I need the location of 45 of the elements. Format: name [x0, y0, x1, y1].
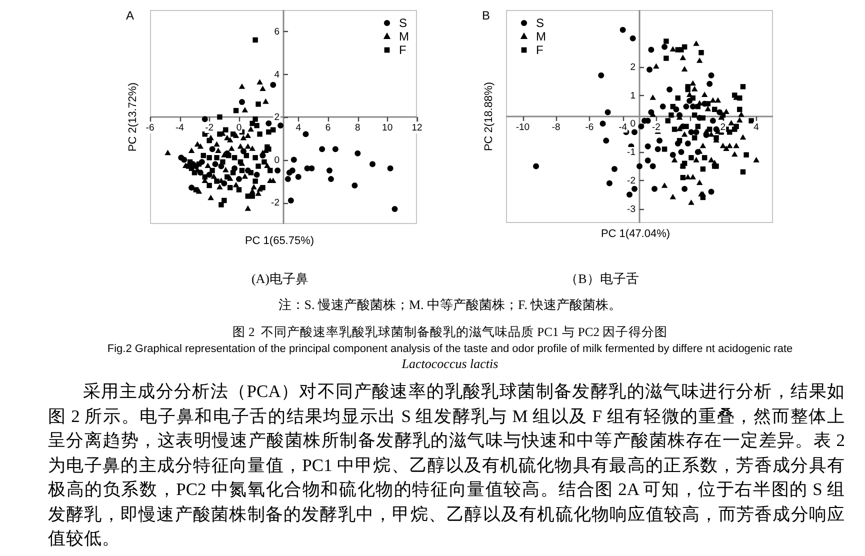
y-tick-label: 1 — [630, 90, 636, 102]
x-tick-label: 4 — [754, 122, 759, 133]
text: 采用主成分分析法（PCA）对不同产酸速率的乳酸乳球菌制备发酵乳的滋气味进行分析，结果如图 2 所示。电子鼻和电子舌的结果均显示出 S 组发酵乳与 M 组以及 F 组有轻微的重叠，然而整体上呈分离趋势，这表明慢速产酸菌株所制备发酵乳的滋气味与快速和中等产酸菌株存在一定差异。表 2 为电子鼻的主成分特征向量值，PC1 中甲烷、乙醇以及有机硫化物具有最高的正系数，芳香成分具有极高的负系数，PC2 中氮氧化合物和硫化物的特征向量值较高。结合图 2A 可知，位于右半图的 S 组发酵乳，即慢速产酸菌株制备的发酵乳中，甲烷、乙醇以及有机硫化物响应值较高，而芳香成分响应值较低。 — [48, 380, 845, 550]
y-tick-label: -2 — [627, 176, 636, 187]
x-tick-label: 8 — [355, 122, 360, 134]
y-tick-label: 0 — [274, 154, 280, 166]
text: Lactococcus lactis — [400, 356, 500, 371]
chart-title: A — [126, 8, 134, 22]
x-tick-label: -6 — [585, 122, 594, 133]
y-tick-label: 2 — [630, 62, 636, 73]
x-tick-label: 12 — [412, 122, 422, 134]
legend-label: M — [536, 29, 546, 44]
y-tick-label: -3 — [627, 204, 636, 215]
y-axis-title: PC 2(13.72%) — [127, 82, 140, 152]
y-tick-label: -2 — [271, 198, 280, 209]
text: （B）电子舌 — [564, 270, 640, 288]
x-tick-label: -6 — [146, 122, 154, 134]
x-tick-label: -2 — [652, 122, 660, 133]
caption: 图 2 不同产酸速率乳酸乳球菌制备酸乳的滋气味品质 PC1 与 PC2 因子得分图 — [231, 324, 669, 341]
legend-label: S — [399, 16, 408, 30]
legend-label: M — [399, 29, 409, 44]
x-tick-label: -2 — [205, 122, 214, 134]
x-tick-label: 0 — [236, 122, 242, 134]
x-tick-label: -8 — [552, 122, 560, 133]
caption: Fig.2 Graphical representation of the principal component analysis of the taste and odor profile of milk fermented by differe nt acidogenic rate — [106, 342, 794, 356]
x-axis-title: PC 1(47.04%) — [600, 228, 670, 240]
x-tick-label: -4 — [618, 122, 628, 133]
x-tick-label: -4 — [175, 122, 184, 134]
y-axis-title: PC 2(18.88%) — [483, 82, 496, 152]
x-tick-label: 2 — [720, 122, 726, 133]
y-tick-label: -1 — [627, 147, 636, 158]
y-tick-label: 6 — [274, 26, 280, 38]
y-tick-label: 4 — [274, 69, 280, 80]
chart-title: B — [482, 8, 490, 22]
x-axis-title: PC 1(65.75%) — [244, 235, 314, 248]
x-tick-label: 6 — [325, 122, 331, 134]
x-tick-label: 4 — [296, 122, 301, 134]
legend-label: S — [536, 16, 544, 30]
text: 注：S. 慢速产酸菌株；M. 中等产酸菌株；F. 快速产酸菌株。 — [277, 296, 623, 314]
y-tick-label: 2 — [274, 112, 280, 124]
legend-label: F — [536, 42, 544, 57]
x-tick-label: -10 — [516, 122, 530, 133]
legend-label: F — [399, 42, 406, 57]
x-tick-label: 10 — [382, 122, 393, 134]
text: (A)电子鼻 — [250, 270, 310, 288]
